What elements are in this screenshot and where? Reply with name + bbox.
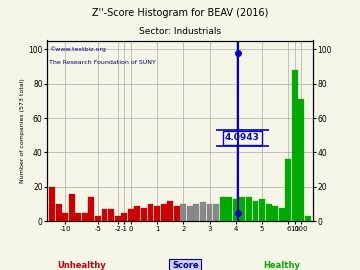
Bar: [259, 199, 265, 221]
Bar: [161, 204, 167, 221]
Bar: [298, 99, 304, 221]
Bar: [148, 204, 153, 221]
Text: Sector: Industrials: Sector: Industrials: [139, 27, 221, 36]
Bar: [279, 208, 285, 221]
Bar: [266, 204, 271, 221]
Bar: [115, 216, 121, 221]
Bar: [252, 201, 258, 221]
Bar: [305, 216, 311, 221]
Bar: [154, 206, 160, 221]
Y-axis label: Number of companies (573 total): Number of companies (573 total): [21, 79, 25, 183]
Text: Unhealthy: Unhealthy: [57, 261, 106, 270]
Bar: [207, 204, 212, 221]
Bar: [82, 213, 88, 221]
Bar: [141, 208, 147, 221]
Bar: [246, 197, 252, 221]
Bar: [102, 209, 108, 221]
Bar: [69, 194, 75, 221]
Bar: [226, 197, 232, 221]
Bar: [292, 70, 298, 221]
Bar: [167, 201, 173, 221]
Bar: [285, 159, 291, 221]
Bar: [239, 197, 245, 221]
Bar: [174, 206, 180, 221]
Text: Score: Score: [172, 261, 199, 270]
Bar: [128, 209, 134, 221]
Text: Healthy: Healthy: [263, 261, 300, 270]
Bar: [213, 204, 219, 221]
Text: ©www.textbiz.org: ©www.textbiz.org: [49, 46, 106, 52]
Bar: [95, 216, 101, 221]
Bar: [108, 209, 114, 221]
Text: The Research Foundation of SUNY: The Research Foundation of SUNY: [49, 60, 156, 65]
Bar: [187, 206, 193, 221]
Bar: [134, 206, 140, 221]
Bar: [200, 202, 206, 221]
Bar: [180, 204, 186, 221]
Bar: [272, 206, 278, 221]
Text: Z''-Score Histogram for BEAV (2016): Z''-Score Histogram for BEAV (2016): [92, 8, 268, 18]
Bar: [56, 204, 62, 221]
Bar: [121, 213, 127, 221]
Bar: [233, 199, 239, 221]
Bar: [62, 213, 68, 221]
Bar: [193, 204, 199, 221]
Bar: [75, 213, 81, 221]
Bar: [49, 187, 55, 221]
Bar: [220, 197, 226, 221]
Bar: [89, 197, 94, 221]
Text: 4.0943: 4.0943: [225, 133, 260, 142]
